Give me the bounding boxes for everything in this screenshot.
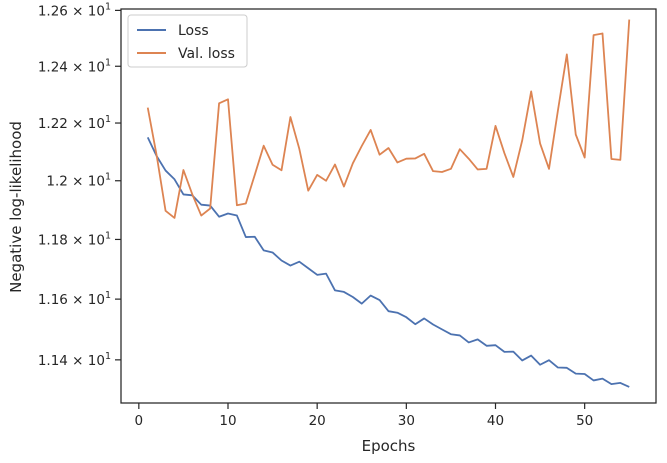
y-axis: 1.14 × 101 1.16 × 101 1.18 × 101 1.2 × 101 1…	[38, 1, 121, 369]
legend-label-val-loss: Val. loss	[178, 46, 235, 62]
x-tick-label: 10	[219, 413, 236, 429]
y-axis-title: Negative log-likelihood	[7, 121, 25, 293]
series-line-0	[146, 136, 630, 388]
series-layer	[146, 19, 631, 388]
y-tick-label: 1.22 × 101	[38, 114, 111, 132]
x-tick-label: 50	[576, 413, 593, 429]
legend: Loss Val. loss	[127, 14, 248, 68]
y-tick-label: 1.24 × 101	[38, 57, 111, 75]
y-tick-label: 1.16 × 101	[38, 290, 111, 308]
y-tick-label: 1.2 × 101	[46, 172, 111, 190]
y-tick-label: 1.26 × 101	[38, 1, 111, 19]
x-tick-label: 0	[135, 413, 144, 429]
x-tick-label: 40	[487, 413, 504, 429]
legend-label-loss: Loss	[178, 23, 209, 39]
y-tick-label: 1.14 × 101	[38, 351, 111, 369]
x-tick-label: 30	[398, 413, 415, 429]
x-tick-label: 20	[309, 413, 326, 429]
x-axis-title: Epochs	[362, 437, 416, 455]
x-axis: 0 10 20 30 40 50	[135, 403, 593, 429]
plot-frame	[120, 8, 657, 404]
series-line-1	[146, 19, 631, 219]
y-tick-label: 1.18 × 101	[38, 230, 111, 248]
